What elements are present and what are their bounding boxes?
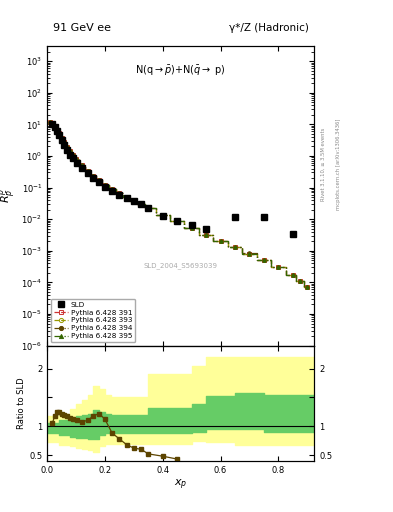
Text: Rivet 3.1.10, ≥ 3.5M events: Rivet 3.1.10, ≥ 3.5M events — [320, 127, 325, 201]
Text: γ*/Z (Hadronic): γ*/Z (Hadronic) — [229, 23, 309, 33]
Text: mcplots.cern.ch [arXiv:1306.3436]: mcplots.cern.ch [arXiv:1306.3436] — [336, 118, 341, 209]
Text: 91 GeV ee: 91 GeV ee — [53, 23, 110, 33]
Y-axis label: Ratio to SLD: Ratio to SLD — [17, 377, 26, 429]
Legend: SLD, Pythia 6.428 391, Pythia 6.428 393, Pythia 6.428 394, Pythia 6.428 395: SLD, Pythia 6.428 391, Pythia 6.428 393,… — [51, 298, 135, 342]
Text: N(q$\rightarrow\bar{p}$)+N($\bar{q}\rightarrow$ p): N(q$\rightarrow\bar{p}$)+N($\bar{q}\righ… — [135, 64, 226, 78]
Text: SLD_2004_S5693039: SLD_2004_S5693039 — [144, 263, 218, 269]
Y-axis label: $R_{\bar{p}}^{p}$: $R_{\bar{p}}^{p}$ — [0, 188, 18, 203]
X-axis label: $x_p$: $x_p$ — [174, 477, 187, 492]
